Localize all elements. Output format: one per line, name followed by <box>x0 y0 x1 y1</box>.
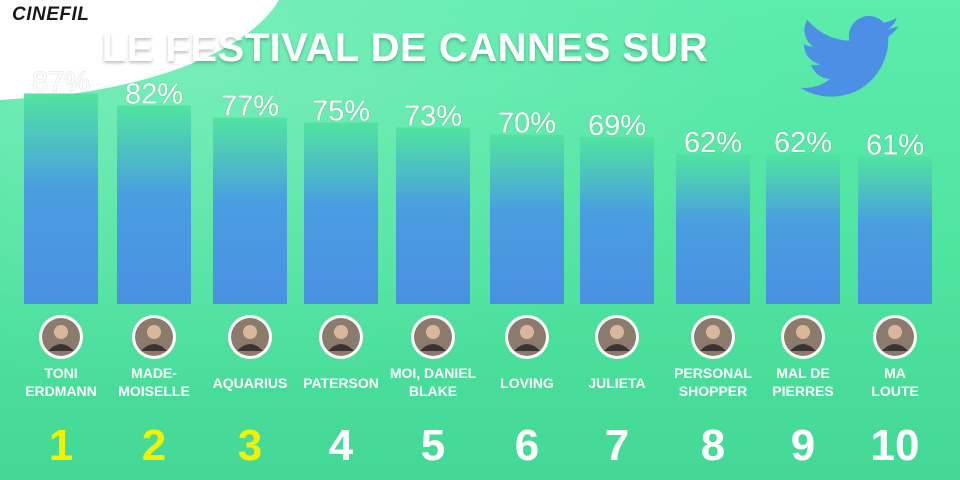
rank-number: 10 <box>871 421 920 470</box>
category-label: JULIETA <box>588 375 645 391</box>
rank-number: 1 <box>49 421 73 470</box>
value-label: 75% <box>312 96 370 128</box>
value-label: 77% <box>221 91 279 123</box>
value-label: 82% <box>125 79 183 111</box>
category-label: MAL DE PIERRES <box>772 365 833 399</box>
category-label: MA LOUTE <box>871 365 918 399</box>
category-label: AQUARIUS <box>213 375 288 391</box>
bar <box>766 153 840 304</box>
value-label: 61% <box>866 129 924 161</box>
bar <box>304 122 378 304</box>
film-avatar-icon <box>595 315 639 359</box>
film-avatar-icon <box>411 315 455 359</box>
category-label: MADE-MOISELLE <box>118 365 190 399</box>
category-label: PERSONAL SHOPPER <box>674 365 752 399</box>
film-avatar-icon <box>873 315 917 359</box>
category-label: PATERSON <box>303 375 379 391</box>
rank-number: 9 <box>791 421 815 470</box>
category-label: LOVING <box>500 375 554 391</box>
rank-number: 7 <box>605 421 629 470</box>
rank-number: 2 <box>142 421 166 470</box>
bar <box>676 153 750 304</box>
value-label: 70% <box>498 108 556 140</box>
film-avatar-icon <box>39 315 83 359</box>
film-avatar-icon <box>228 315 272 359</box>
bar <box>24 93 98 305</box>
rank-number: 3 <box>238 421 262 470</box>
value-label: 69% <box>588 110 646 142</box>
film-avatar-icon <box>691 315 735 359</box>
bar <box>858 156 932 304</box>
film-avatar-icon <box>319 315 363 359</box>
twitter-bird-icon <box>800 16 900 97</box>
category-label: TONI ERDMANN <box>25 365 97 399</box>
value-label: 73% <box>404 100 462 132</box>
bar <box>117 105 191 304</box>
chart-title: LE FESTIVAL DE CANNES SUR <box>101 26 709 70</box>
category-label: MOI, DANIEL BLAKE <box>390 365 477 399</box>
bar <box>213 117 287 304</box>
rank-number: 8 <box>701 421 725 470</box>
value-label: 87% <box>32 66 90 98</box>
bar <box>580 137 654 304</box>
rank-number: 5 <box>421 421 445 470</box>
value-label: 62% <box>774 127 832 159</box>
brand-logo: CINEFIL <box>12 4 90 25</box>
film-avatar-icon <box>781 315 825 359</box>
film-avatar-icon <box>132 315 176 359</box>
value-label: 62% <box>684 127 742 159</box>
rank-number: 4 <box>329 421 354 470</box>
rank-number: 6 <box>515 421 539 470</box>
film-avatar-icon <box>505 315 549 359</box>
bar <box>490 134 564 304</box>
bar <box>396 127 470 304</box>
